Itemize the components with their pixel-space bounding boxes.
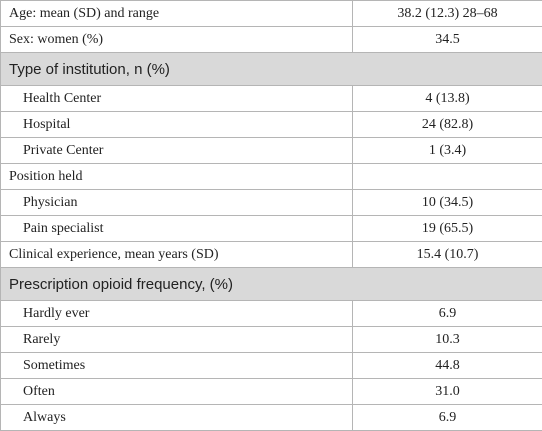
row-label: Often: [1, 379, 353, 405]
row-value: 15.4 (10.7): [353, 242, 542, 268]
row-label: Sometimes: [1, 353, 353, 379]
row-value: 10 (34.5): [353, 190, 542, 216]
row-label: Pain specialist: [1, 216, 353, 242]
row-label: Rarely: [1, 327, 353, 353]
row-label: Physician: [1, 190, 353, 216]
row-label: Age: mean (SD) and range: [1, 1, 353, 27]
row-value: 38.2 (12.3) 28–68: [353, 1, 542, 27]
row-value: 24 (82.8): [353, 112, 542, 138]
section-row: Prescription opioid frequency, (%): [1, 268, 542, 301]
table-row: Sex: women (%)34.5: [1, 27, 542, 53]
page: {"table": {"rows": [ {"label": "Age: mea…: [0, 0, 542, 413]
row-value: 44.8: [353, 353, 542, 379]
row-value: 4 (13.8): [353, 86, 542, 112]
row-label: Health Center: [1, 86, 353, 112]
row-value: 31.0: [353, 379, 542, 405]
row-value: 10.3: [353, 327, 542, 353]
row-value: 34.5: [353, 27, 542, 53]
section-row: Type of institution, n (%): [1, 53, 542, 86]
row-label: Clinical experience, mean years (SD): [1, 242, 353, 268]
empty-cell: [353, 164, 542, 190]
table-row: Clinical experience, mean years (SD)15.4…: [1, 242, 542, 268]
section-title: Prescription opioid frequency, (%): [1, 268, 542, 301]
row-value: 6.9: [353, 301, 542, 327]
row-label: Always: [1, 405, 353, 431]
row-label: Sex: women (%): [1, 27, 353, 53]
row-value: 19 (65.5): [353, 216, 542, 242]
row-label: Hardly ever: [1, 301, 353, 327]
row-value: 6.9: [353, 405, 542, 431]
section-title: Type of institution, n (%): [1, 53, 542, 86]
row-label: Position held: [1, 164, 353, 190]
row-value: 1 (3.4): [353, 138, 542, 164]
row-label: Private Center: [1, 138, 353, 164]
row-label: Hospital: [1, 112, 353, 138]
table-row: Position held: [1, 164, 542, 190]
